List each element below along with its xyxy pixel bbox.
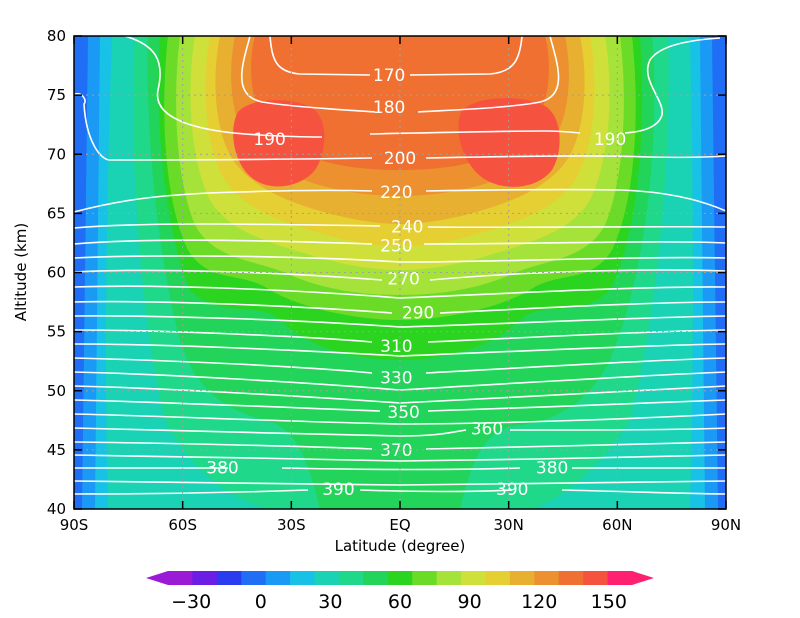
contour-310 [74, 329, 726, 343]
contour-270 [74, 269, 726, 281]
colorbar-swatch [509, 571, 535, 585]
contour-220 [74, 188, 726, 213]
colorbar-swatch [192, 571, 218, 585]
colorbar-swatch [265, 571, 291, 585]
colorbar-swatch [241, 571, 267, 585]
y-tick-label: 70 [47, 145, 66, 163]
contour-label: 360 [471, 420, 503, 440]
colorbar-swatch [436, 571, 462, 585]
contour-385 [74, 480, 726, 486]
contour-label: 190 [594, 130, 626, 150]
y-tick-label: 65 [47, 204, 66, 222]
contour-370 [74, 441, 726, 450]
x-tick-label: 60N [602, 516, 632, 534]
contour-label: 190 [253, 130, 285, 150]
contour-label: 380 [206, 459, 238, 479]
colorbar-swatch [314, 571, 340, 585]
contour-200 [74, 92, 726, 161]
contour-label: 350 [387, 403, 419, 423]
contour-350 [74, 399, 726, 412]
x-tick-label: 30S [277, 516, 306, 534]
colorbar-swatch [290, 571, 316, 585]
colorbar-swatch [338, 571, 364, 585]
colorbar-swatch [607, 571, 633, 585]
y-tick-label: 40 [47, 500, 66, 518]
y-tick-label: 60 [47, 264, 66, 282]
y-axis: 40 45 50 55 60 65 70 75 80 [47, 27, 726, 518]
contour-390 [74, 489, 726, 495]
colorbar-arrow-left [146, 571, 168, 585]
contour-330 [74, 357, 726, 374]
x-tick-label: 60S [168, 516, 197, 534]
contour-label: 380 [536, 459, 568, 479]
contour-360 [74, 427, 726, 437]
colorbar-swatch [168, 571, 193, 585]
contour-300 [74, 315, 726, 328]
colorbar-swatch [558, 571, 584, 585]
colorbar-swatch [583, 571, 609, 585]
contour-280 [74, 285, 726, 299]
x-tick-label: 90S [60, 516, 89, 534]
colorbar-swatch [461, 571, 486, 585]
y-tick-label: 55 [47, 323, 66, 341]
y-tick-label: 80 [47, 27, 66, 45]
contour-label: 170 [373, 66, 405, 86]
x-axis-title: Latitude (degree) [335, 537, 466, 555]
y-tick-label: 50 [47, 382, 66, 400]
colorbar-swatch [534, 571, 560, 585]
y-axis-title: Altitude (km) [12, 223, 30, 321]
colorbar-swatch [216, 571, 242, 585]
x-tick-label: 90N [711, 516, 741, 534]
colorbar-tick-label: 150 [591, 591, 627, 613]
contour-375 [74, 454, 726, 462]
grid [74, 36, 726, 509]
contour-label: 250 [380, 236, 412, 256]
colorbar-tick-label: 120 [521, 591, 557, 613]
field-max-right [458, 98, 560, 187]
contour-label: 390 [496, 480, 528, 500]
field-max-left [233, 100, 325, 187]
colorbar-tick-label: 30 [318, 591, 342, 613]
contour-240 [74, 223, 726, 229]
colorbar-tick-label: 90 [458, 591, 482, 613]
colorbar-tick-label: 60 [388, 591, 412, 613]
contour-170 [269, 36, 523, 76]
contour-label: 200 [384, 149, 416, 169]
contour-label: 240 [391, 217, 423, 237]
x-tick-label: EQ [389, 516, 410, 534]
contour-label: 370 [380, 441, 412, 461]
colorbar-swatch [485, 571, 511, 585]
contour-label: 290 [402, 304, 434, 324]
contour-250 [74, 239, 726, 245]
contour-lines [74, 36, 726, 495]
contour-190 [124, 36, 721, 138]
colorbar-swatch [363, 571, 389, 585]
y-tick-label: 75 [47, 86, 66, 104]
x-tick-label: 30N [494, 516, 524, 534]
contour-label: 390 [322, 480, 354, 500]
contour-label: 220 [380, 183, 412, 203]
x-axis: 90S 60S 30S EQ 30N 60N 90N [60, 36, 741, 534]
colorbar: −30 0 30 60 90 120 150 [146, 571, 654, 613]
contour-label: 310 [380, 337, 412, 357]
y-tick-label: 45 [47, 441, 66, 459]
contour-label: 180 [373, 98, 405, 118]
shaded-field [74, 36, 726, 509]
colorbar-tick-label: −30 [171, 591, 211, 613]
contour-180 [240, 36, 560, 113]
contour-290 [74, 300, 726, 314]
contour-260 [74, 255, 726, 263]
colorbar-tick-label: 0 [255, 591, 267, 613]
contour-380 [74, 467, 726, 471]
colorbar-arrow-right [632, 571, 654, 585]
colorbar-swatch [412, 571, 438, 585]
contour-label: 270 [387, 269, 419, 289]
contour-355 [74, 413, 726, 425]
colorbar-swatch [387, 571, 413, 585]
contour-label: 330 [380, 369, 412, 389]
